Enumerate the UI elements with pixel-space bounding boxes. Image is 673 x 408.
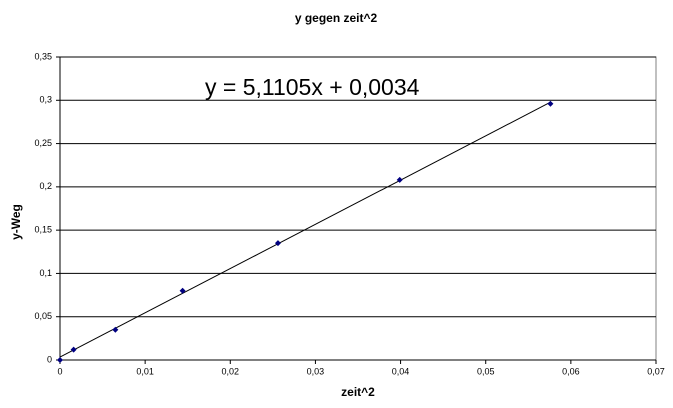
trendline <box>59 101 551 358</box>
x-tick-label: 0,03 <box>307 366 325 376</box>
x-tick-label: 0 <box>57 366 62 376</box>
y-tick-label: 0,3 <box>39 95 52 105</box>
data-point <box>57 357 63 363</box>
x-tick-label: 0,05 <box>477 366 495 376</box>
data-point <box>112 326 119 333</box>
x-tick-label: 0,07 <box>647 366 665 376</box>
y-tick-label: 0,35 <box>34 51 52 61</box>
y-tick-label: 0,1 <box>39 268 52 278</box>
data-point <box>274 240 281 247</box>
chart-title: y gegen zeit^2 <box>295 11 378 25</box>
data-point <box>396 176 403 183</box>
x-tick-label: 0,06 <box>562 366 580 376</box>
data-point <box>547 100 554 107</box>
y-tick-label: 0,2 <box>39 181 52 191</box>
x-axis-label: zeit^2 <box>341 385 375 399</box>
y-tick-label: 0,15 <box>34 225 52 235</box>
x-tick-label: 0,04 <box>392 366 410 376</box>
plot-area <box>59 56 657 361</box>
x-tick-label: 0,02 <box>222 366 240 376</box>
y-tick-label: 0,25 <box>34 138 52 148</box>
y-tick-label: 0 <box>47 354 52 364</box>
trendline-equation: y = 5,1105x + 0,0034 <box>205 74 420 100</box>
data-point <box>70 346 77 353</box>
y-tick-label: 0,05 <box>34 311 52 321</box>
y-axis-label: y-Weg <box>9 204 23 240</box>
x-tick-label: 0,01 <box>136 366 154 376</box>
data-point <box>179 287 186 294</box>
